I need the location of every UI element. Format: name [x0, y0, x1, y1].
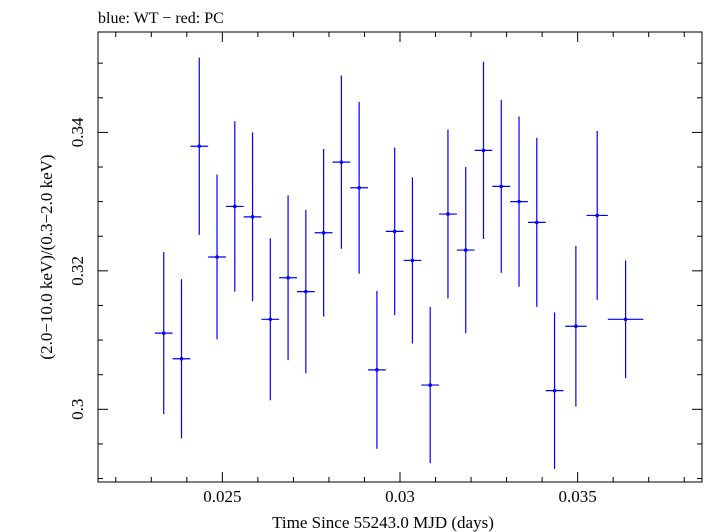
data-marker [161, 331, 166, 335]
data-point [368, 290, 386, 449]
data-marker [304, 289, 308, 294]
y-tick-label: 0.34 [68, 117, 87, 147]
data-point [314, 149, 333, 317]
data-marker [339, 160, 344, 164]
data-point [474, 61, 493, 239]
data-marker [179, 356, 184, 361]
axis-ticks [98, 32, 702, 482]
data-point [586, 131, 608, 300]
data-point [296, 209, 315, 374]
data-marker [232, 204, 237, 209]
data-point [492, 99, 511, 273]
data-marker [552, 388, 557, 393]
data-point [243, 132, 262, 302]
data-marker [517, 199, 521, 204]
data-point [439, 129, 457, 299]
data-point [607, 260, 644, 379]
axis-tick-labels: 0.025 0.03 0.035 0.3 0.32 0.34 [68, 117, 597, 506]
data-point [565, 245, 587, 407]
data-point [225, 121, 244, 292]
data-points [154, 57, 644, 469]
data-point [208, 174, 226, 340]
data-marker [357, 185, 361, 190]
data-point [350, 101, 369, 274]
data-marker [463, 248, 468, 252]
x-tick-label: 0.035 [559, 487, 597, 506]
data-point [154, 252, 173, 415]
data-marker [481, 148, 486, 153]
data-point [456, 167, 475, 334]
data-point [421, 306, 440, 464]
data-marker [446, 212, 450, 216]
data-marker [268, 317, 273, 322]
data-point [545, 312, 564, 469]
data-point [527, 137, 546, 307]
data-marker [574, 324, 578, 329]
data-marker [250, 215, 255, 219]
x-axis-label: Time Since 55243.0 MJD (days) [272, 513, 494, 532]
y-tick-label: 0.3 [68, 399, 87, 420]
data-marker [428, 383, 433, 387]
data-point [172, 279, 191, 439]
data-marker [623, 317, 628, 322]
data-marker [499, 184, 504, 189]
data-marker [392, 229, 397, 234]
data-marker [286, 275, 290, 280]
data-point [332, 75, 351, 249]
data-marker [534, 220, 539, 225]
data-marker [410, 258, 415, 263]
data-point [385, 147, 404, 316]
y-axis-label: (2.0−10.0 keV)/(0.3−2.0 keV) [37, 154, 56, 359]
data-marker [595, 213, 599, 218]
data-marker [375, 368, 379, 372]
data-point [261, 238, 280, 401]
x-tick-label: 0.03 [385, 487, 415, 506]
data-point [279, 195, 297, 361]
plot-frame [97, 31, 703, 483]
data-marker [215, 255, 219, 259]
data-point [403, 177, 422, 344]
chart-title: blue: WT − red: PC [98, 10, 224, 27]
y-tick-label: 0.32 [68, 256, 87, 286]
data-point [510, 116, 528, 287]
data-marker [197, 144, 202, 149]
data-marker [321, 230, 326, 235]
data-point [190, 57, 209, 235]
x-tick-label: 0.025 [203, 487, 241, 506]
